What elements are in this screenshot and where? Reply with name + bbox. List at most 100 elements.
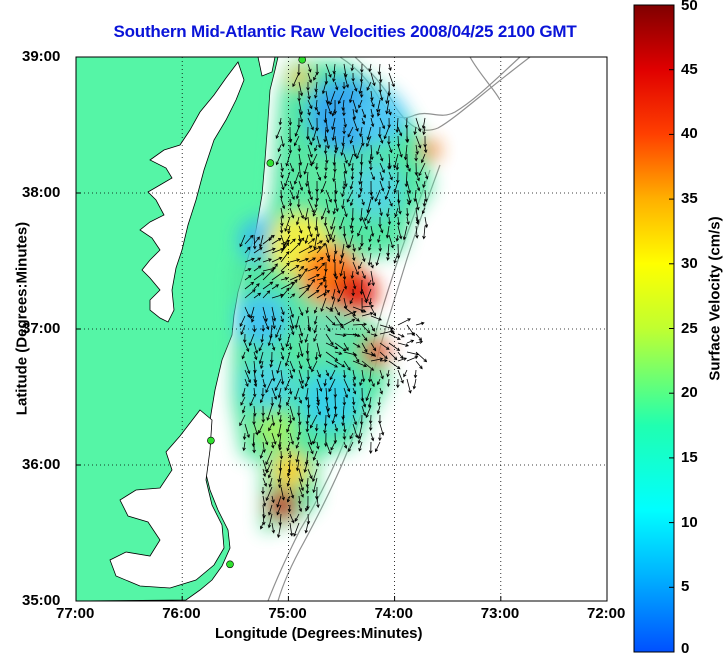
velocity-arrow [289,486,295,499]
velocity-arrow [346,189,354,203]
velocity-arrow [284,351,291,367]
colorbar-tick-label: 30 [681,254,698,272]
velocity-arrow [352,252,356,262]
velocity-arrow [332,72,336,83]
velocity-arrow [316,171,322,181]
velocity-arrow [307,289,320,299]
velocity-arrow [379,358,388,363]
velocity-arrow [341,414,345,427]
velocity-arrow [304,378,309,388]
velocity-arrow [367,216,372,225]
velocity-arrow [404,171,409,188]
velocity-arrow [271,256,283,263]
velocity-arrow [388,333,401,340]
velocity-arrow [289,522,294,537]
velocity-arrow [397,333,405,338]
velocity-arrow [265,378,273,394]
velocity-arrow [244,234,254,245]
velocity-arrow [325,234,330,244]
velocity-arrow [261,414,265,423]
velocity-arrow [259,522,264,530]
y-axis-label: Latitude (Degrees:Minutes) [13,221,31,416]
velocity-arrow [296,198,301,208]
velocity-arrow [260,333,264,343]
velocity-arrow [379,369,384,380]
velocity-arrow [414,153,418,162]
velocity-arrow [368,369,372,383]
velocity-arrow [262,247,276,254]
velocity-arrow [289,180,294,191]
velocity-arrow [343,387,349,399]
velocity-arrow [375,252,381,266]
velocity-arrow [358,243,363,251]
velocity-arrow [359,180,363,192]
velocity-arrow [421,117,426,130]
velocity-arrow [325,117,330,134]
velocity-arrow [329,225,336,241]
velocity-arrow [341,189,345,198]
velocity-arrow [325,351,339,362]
velocity-arrow [244,274,252,281]
x-tick-label: 72:00 [587,605,626,622]
velocity-arrow [289,369,294,380]
velocity-arrow [252,324,257,333]
velocity-arrow [358,171,363,185]
velocity-arrow [418,162,426,177]
velocity-arrow [397,351,404,360]
velocity-arrow [313,333,318,342]
velocity-arrow [383,126,390,140]
velocity-arrow [259,396,264,404]
velocity-arrow [298,287,310,299]
velocity-arrow [244,369,251,384]
velocity-arrow [278,333,282,342]
velocity-arrow [314,99,318,111]
velocity-arrow [325,198,331,215]
velocity-arrow [342,396,347,406]
radar-station-marker [298,57,307,64]
velocity-arrow [370,99,375,108]
velocity-arrow [352,108,357,121]
velocity-arrow [278,414,283,423]
velocity-arrow [298,108,304,123]
velocity-arrow [325,153,329,164]
velocity-arrow [352,387,357,395]
velocity-arrow [313,315,318,325]
velocity-arrow [298,180,304,191]
velocity-arrow [289,189,295,200]
colorbar [633,4,675,653]
velocity-arrow [342,423,347,433]
velocity-arrow [258,351,264,365]
velocity-arrow [288,450,292,459]
velocity-arrow [415,351,428,363]
velocity-arrow [277,423,282,438]
velocity-arrow [343,310,357,317]
velocity-arrow [298,81,304,97]
velocity-arrow [352,81,358,92]
velocity-arrow [271,369,276,382]
velocity-arrow [285,333,291,348]
velocity-arrow [262,306,268,323]
velocity-arrow [365,288,372,303]
velocity-arrow [304,207,309,221]
velocity-arrow [305,306,309,314]
velocity-arrow [379,387,383,395]
velocity-arrow [271,306,277,322]
velocity-arrow [280,277,289,281]
velocity-arrow [343,72,350,89]
velocity-arrow [244,306,251,319]
velocity-arrow [423,144,428,154]
velocity-arrow [351,396,356,406]
colorbar-tick-label: 15 [681,448,698,466]
colorbar-label: Surface Velocity (cm/s) [706,216,724,381]
velocity-arrow [370,90,374,101]
velocity-arrow [278,441,282,451]
velocity-arrow [361,252,366,263]
velocity-arrow [307,468,313,480]
velocity-arrow [360,63,364,73]
y-tick-label: 35:00 [22,592,61,609]
velocity-arrow [330,441,336,451]
velocity-arrow [275,126,282,139]
velocity-arrow [289,405,296,422]
velocity-arrow [376,144,381,156]
